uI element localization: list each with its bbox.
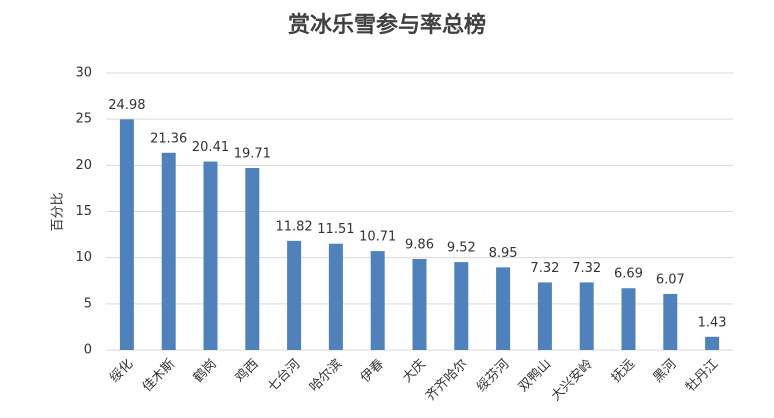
value-label: 1.43 xyxy=(698,315,727,330)
y-axis-label: 百分比 xyxy=(51,192,66,231)
x-tick-label: 双鸭山 xyxy=(516,357,554,395)
y-tick-label: 30 xyxy=(75,66,92,81)
value-label: 10.71 xyxy=(359,230,396,245)
value-label: 9.52 xyxy=(447,241,476,256)
bar xyxy=(537,282,552,350)
x-tick-label: 牡丹江 xyxy=(683,357,721,395)
x-tick-label: 绥芬河 xyxy=(474,357,512,395)
value-label: 19.71 xyxy=(234,147,271,162)
value-label: 9.86 xyxy=(405,237,434,252)
bar xyxy=(579,282,594,350)
y-tick-label: 5 xyxy=(84,296,92,311)
x-tick-label: 大兴安岭 xyxy=(549,357,596,404)
x-tick-label: 齐齐哈尔 xyxy=(423,356,471,404)
bar xyxy=(705,336,720,350)
x-tick-label: 抚远 xyxy=(609,357,638,386)
y-tick-label: 15 xyxy=(75,204,92,219)
y-tick-label: 20 xyxy=(75,158,92,173)
value-label: 6.07 xyxy=(656,272,685,287)
x-tick-label: 七台河 xyxy=(265,357,303,395)
value-label: 20.41 xyxy=(192,140,229,155)
value-label: 24.98 xyxy=(108,98,145,113)
x-tick-label: 鹤岗 xyxy=(190,356,220,386)
x-tick-label: 佳木斯 xyxy=(140,357,178,395)
value-label: 7.32 xyxy=(572,261,601,276)
value-label: 21.36 xyxy=(150,131,187,146)
bar xyxy=(245,168,260,350)
bar xyxy=(119,119,134,350)
value-label: 11.82 xyxy=(275,219,312,234)
x-tick-label: 黑河 xyxy=(651,357,680,386)
bar xyxy=(370,251,385,350)
bar xyxy=(161,152,176,350)
bar xyxy=(496,267,511,350)
y-tick-label: 10 xyxy=(75,250,92,265)
bar xyxy=(621,288,636,350)
y-tick-label: 0 xyxy=(84,343,92,358)
chart-title: 赏冰乐雪参与率总榜 xyxy=(288,12,486,38)
bar xyxy=(412,258,427,350)
x-tick-label: 鸡西 xyxy=(232,356,262,386)
value-label: 6.69 xyxy=(614,267,643,282)
x-tick-label: 伊春 xyxy=(358,357,387,386)
y-tick-label: 25 xyxy=(75,112,92,127)
bar xyxy=(663,293,678,350)
bar xyxy=(454,262,469,350)
bar xyxy=(328,243,343,350)
value-label: 11.51 xyxy=(317,222,354,237)
bar xyxy=(287,240,302,350)
x-tick-label: 大庆 xyxy=(400,357,429,386)
bar xyxy=(203,161,218,350)
x-tick-label: 绥化 xyxy=(107,357,136,386)
value-label: 8.95 xyxy=(489,246,518,261)
value-label: 7.32 xyxy=(530,261,559,276)
x-tick-label: 哈尔滨 xyxy=(306,356,345,395)
